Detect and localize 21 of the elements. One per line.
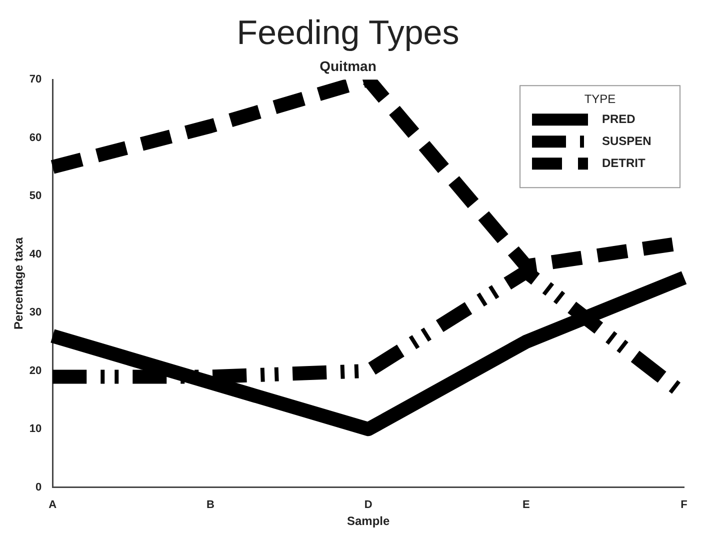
x-axis-title: Sample xyxy=(346,514,390,528)
chart-title: Feeding Types xyxy=(236,14,460,52)
chart-subtitle: Quitman xyxy=(320,58,376,74)
legend-label: DETRIT xyxy=(602,156,646,170)
x-tick-label: B xyxy=(206,499,214,512)
y-tick-label: 0 xyxy=(36,481,42,494)
y-tick-label: 20 xyxy=(29,364,42,377)
y-tick-label: 40 xyxy=(29,248,42,260)
y-tick-label: 50 xyxy=(29,190,42,202)
y-tick-label: 70 xyxy=(29,74,42,86)
x-tick-label: A xyxy=(48,499,57,512)
y-tick-label: 30 xyxy=(29,306,42,319)
y-tick-label: 10 xyxy=(29,423,42,436)
y-tick-label: 60 xyxy=(29,132,42,144)
legend-label: PRED xyxy=(602,112,636,126)
x-tick-label: F xyxy=(680,499,688,512)
y-axis-title: Percentage taxa xyxy=(12,237,26,330)
legend-label: SUSPEN xyxy=(602,134,652,148)
x-tick-label: E xyxy=(522,499,530,512)
legend-title: TYPE xyxy=(584,92,616,106)
x-tick-label: D xyxy=(364,499,372,512)
